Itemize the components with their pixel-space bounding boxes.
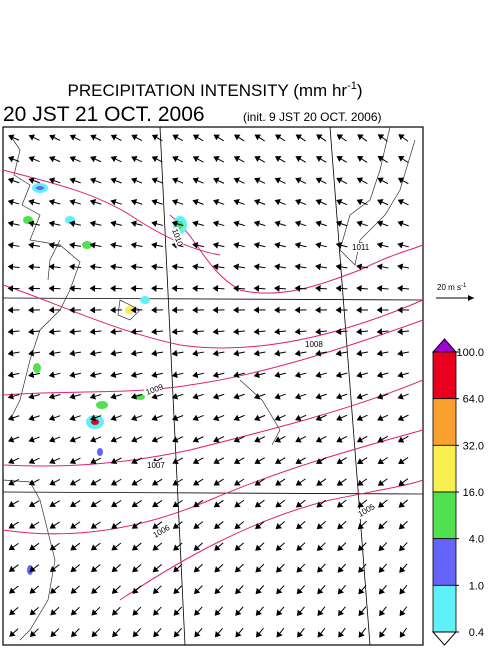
colorbar-under xyxy=(433,632,456,645)
colorbar-label: 0.4 xyxy=(469,627,484,639)
colorbar-segment xyxy=(433,539,456,586)
colorbar-label: 100.0 xyxy=(456,347,484,359)
title: PRECIPITATION INTENSITY (mm hr-1) xyxy=(67,80,362,100)
reference-arrowhead xyxy=(468,295,474,301)
colorbar-label: 64.0 xyxy=(463,394,484,406)
colorbar-label: 1.0 xyxy=(469,580,484,592)
colorbar-segment xyxy=(433,445,456,492)
reference-vector: 20 m s-1 xyxy=(436,283,474,301)
contour-label: 1007 xyxy=(147,461,165,470)
colorbar-label: 32.0 xyxy=(463,440,484,452)
valid-time: 20 JST 21 OCT. 2006 xyxy=(3,103,205,126)
colorbar-over xyxy=(433,339,456,352)
title-main: PRECIPITATION INTENSITY (mm hr xyxy=(67,81,347,100)
colorbar-segment xyxy=(433,492,456,539)
ref-sup: -1 xyxy=(461,283,467,289)
colorbar-segment xyxy=(433,352,456,399)
title-sup: -1 xyxy=(347,80,357,92)
title-end: ) xyxy=(357,81,363,100)
colorbar-segment xyxy=(433,399,456,446)
colorbar: 100.0 64.0 32.0 16.0 4.0 1.0 0.4 xyxy=(433,339,484,645)
reference-vector-label: 20 m s-1 xyxy=(437,283,467,292)
colorbar-segment xyxy=(433,585,456,632)
colorbar-label: 16.0 xyxy=(463,487,484,499)
contour-label: 1011 xyxy=(352,243,370,252)
colorbar-label: 4.0 xyxy=(469,534,484,546)
contour-label: 1008 xyxy=(305,340,323,349)
init-time: (init. 9 JST 20 OCT. 2006) xyxy=(243,110,382,124)
ref-label: 20 m s xyxy=(437,283,461,292)
